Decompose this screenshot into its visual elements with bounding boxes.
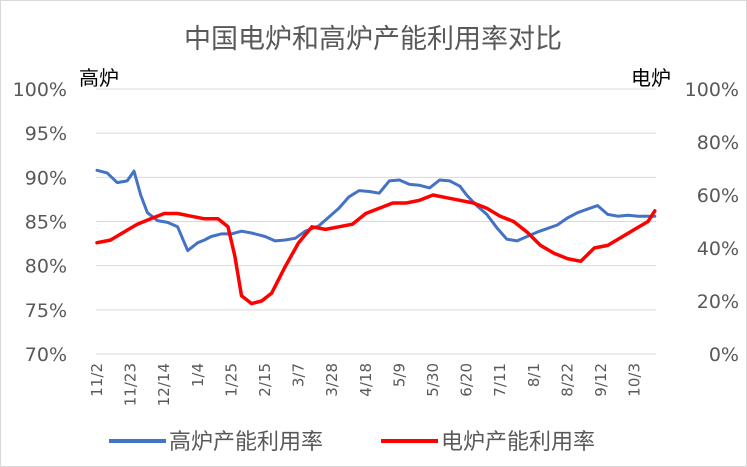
x-tick-label: 3/7: [290, 363, 308, 387]
y-tick-label-left: 75%: [25, 300, 67, 322]
legend-label: 电炉产能利用率: [441, 430, 595, 455]
y-tick-label-right: 20%: [697, 291, 739, 313]
x-tick-label: 1/4: [189, 363, 207, 387]
left-axis-title: 高炉: [79, 66, 119, 90]
x-tick-label: 6/20: [458, 363, 476, 397]
legend: 高炉产能利用率 电炉产能利用率: [109, 430, 595, 455]
y-tick-label-left: 85%: [25, 212, 67, 234]
x-axis-ticks: 11/2 11/23 12/14 1/4 1/25 2/15 3/7 3/28 4/18 5/9 5…: [88, 363, 644, 406]
right-axis-title: 电炉: [631, 66, 671, 90]
x-tick-label: 5/30: [424, 363, 442, 397]
gridlines: [96, 88, 656, 355]
y-tick-label-left: 80%: [25, 256, 67, 278]
y-tick-label-left: 90%: [25, 167, 67, 189]
y-tick-label-right: 40%: [697, 238, 739, 260]
y-tick-label-right: 0%: [709, 344, 739, 366]
x-tick-label: 11/2: [88, 363, 106, 397]
legend-label: 高炉产能利用率: [169, 430, 323, 455]
y-tick-label-left: 70%: [25, 344, 67, 366]
series-line-electric-furnace: [95, 193, 657, 306]
series-line-blast-furnace: [95, 168, 657, 253]
y-tick-label-left: 100%: [13, 79, 67, 101]
x-tick-label: 10/3: [626, 363, 644, 397]
y-tick-label-right: 80%: [697, 132, 739, 154]
y-tick-label-right: 100%: [685, 79, 739, 101]
x-tick-label: 9/12: [592, 363, 610, 397]
y-tick-label-right: 60%: [697, 185, 739, 207]
chart-title: 中国电炉和高炉产能利用率对比: [184, 24, 562, 55]
x-tick-label: 8/1: [525, 363, 543, 387]
x-tick-label: 2/15: [256, 363, 274, 397]
x-tick-label: 8/22: [558, 363, 576, 397]
series-lines: [95, 168, 657, 306]
x-tick-label: 4/18: [357, 363, 375, 397]
x-tick-label: 12/14: [155, 363, 173, 406]
right-axis-ticks: 0% 20% 40% 60% 80% 100%: [685, 79, 739, 366]
y-tick-label-left: 95%: [25, 123, 67, 145]
x-tick-label: 3/28: [323, 363, 341, 397]
x-tick-label: 1/25: [222, 363, 240, 397]
left-axis-ticks: 70% 75% 80% 85% 90% 95% 100%: [13, 79, 67, 366]
x-tick-label: 7/11: [491, 363, 509, 397]
x-tick-label: 11/23: [122, 363, 140, 406]
x-tick-label: 5/9: [390, 363, 408, 387]
